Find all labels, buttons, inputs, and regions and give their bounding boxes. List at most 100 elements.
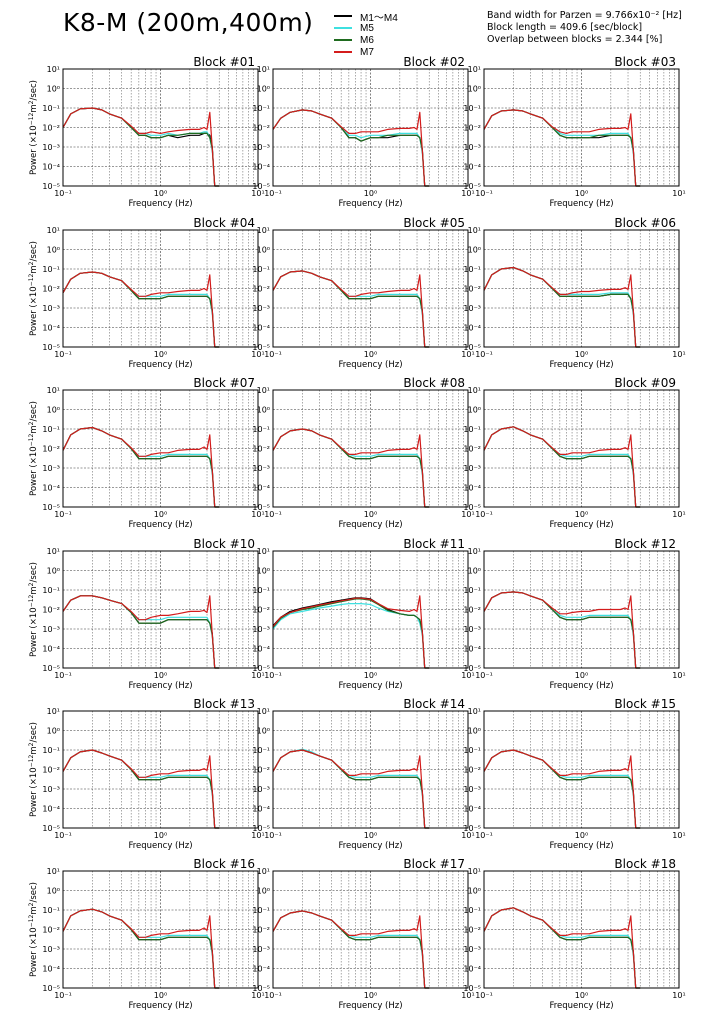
y-tick-label: 10⁰	[257, 246, 270, 255]
y-tick-label: 10⁻³	[463, 625, 481, 634]
series-line-m6	[62, 595, 220, 669]
y-tick-label: 10⁻¹	[252, 906, 270, 915]
series-line-m1-m4	[62, 908, 220, 989]
x-tick-label: 10¹	[251, 991, 264, 1000]
series-line-m1-m4	[483, 907, 641, 989]
x-tick-label: 10⁻¹	[475, 510, 493, 519]
y-tick-label: 10⁻²	[463, 926, 481, 935]
series-line-m1-m4	[272, 270, 430, 348]
series-line-m1-m4	[272, 910, 430, 989]
chart-block-10: Block #10 10⁻¹ 10⁰ 10¹ 10⁻⁵ 10⁻⁴ 10⁻³ 10⁻² 10⁻¹ 1…	[28, 537, 265, 691]
legend: M1～M4 M5 M6 M7	[334, 10, 398, 58]
y-tick-label: 10⁻³	[252, 464, 270, 473]
x-tick-label: 10⁻¹	[54, 510, 72, 519]
series-line-m7	[62, 426, 220, 508]
series-line-m7	[483, 749, 641, 829]
block-title: Block #02	[403, 55, 465, 69]
y-tick-label: 10¹	[468, 707, 481, 716]
series-line-m5	[62, 426, 220, 508]
y-tick-label: 10¹	[257, 226, 270, 235]
series-line-m1-m4	[62, 271, 220, 348]
y-tick-label: 10¹	[257, 65, 270, 74]
legend-label-m6: M6	[360, 34, 374, 46]
series-line-m6	[272, 598, 430, 669]
y-tick-label: 10⁻¹	[42, 906, 60, 915]
x-axis-label: Frequency (Hz)	[549, 841, 613, 851]
plot-frame	[272, 550, 469, 669]
y-axis-label-part: 2	[28, 100, 35, 104]
series-line-m7	[483, 591, 641, 669]
y-tick-label: 10⁻¹	[463, 425, 481, 434]
series-line-m1-m4	[483, 109, 641, 187]
y-axis-label-part: m	[29, 425, 39, 433]
y-axis-label-part: /sec)	[29, 241, 39, 262]
plot-frame	[272, 68, 469, 187]
series-line-m5	[272, 910, 430, 989]
y-tick-label: 10⁰	[257, 887, 270, 896]
series-line-m7	[62, 107, 220, 187]
series-line-m7	[272, 428, 430, 508]
x-tick-label: 10¹	[461, 991, 474, 1000]
y-tick-label: 10⁻⁴	[252, 484, 270, 493]
block-title: Block #01	[193, 55, 255, 69]
y-tick-label: 10¹	[47, 707, 60, 716]
legend-swatch-m1-m4	[334, 15, 352, 17]
x-axis-label: Frequency (Hz)	[338, 360, 402, 370]
y-tick-label: 10¹	[468, 226, 481, 235]
y-axis-label-part: −12	[28, 594, 35, 607]
y-tick-label: 10⁻⁵	[463, 503, 481, 512]
y-axis-label-part: m	[29, 265, 39, 273]
plot-frame	[483, 229, 680, 348]
y-tick-label: 10¹	[47, 226, 60, 235]
series-line-m7	[62, 271, 220, 348]
x-axis-label: Frequency (Hz)	[338, 520, 402, 530]
series-line-m7	[272, 270, 430, 348]
series-line-m1-m4	[483, 591, 641, 669]
block-title: Block #10	[193, 537, 255, 551]
plot-frame	[62, 550, 259, 669]
y-tick-label: 10⁻⁵	[252, 664, 270, 673]
y-tick-label: 10⁻⁵	[252, 182, 270, 191]
x-axis-label: Frequency (Hz)	[128, 841, 192, 851]
plot-frame	[272, 229, 469, 348]
y-axis-label-part: 2	[28, 742, 35, 746]
y-tick-label: 10⁻¹	[463, 265, 481, 274]
plot-frame	[483, 389, 680, 508]
x-tick-label: 10⁻¹	[54, 189, 72, 198]
y-tick-label: 10⁰	[47, 887, 60, 896]
y-tick-label: 10⁻²	[252, 926, 270, 935]
y-tick-label: 10⁻⁵	[42, 182, 60, 191]
block-title: Block #03	[614, 55, 676, 69]
y-tick-label: 10⁻⁵	[42, 503, 60, 512]
y-tick-label: 10⁻¹	[252, 265, 270, 274]
block-title: Block #15	[614, 697, 676, 711]
plot-frame	[483, 710, 680, 829]
series-line-m7	[62, 595, 220, 669]
legend-label-m5: M5	[360, 22, 374, 34]
series-line-m5	[272, 109, 430, 187]
y-tick-label: 10⁻⁵	[252, 984, 270, 993]
series-line-m6	[62, 908, 220, 989]
x-tick-label: 10¹	[251, 671, 264, 680]
y-tick-label: 10⁻¹	[42, 104, 60, 113]
y-axis-label-part: −12	[28, 433, 35, 446]
y-tick-label: 10¹	[468, 65, 481, 74]
x-axis-label: Frequency (Hz)	[128, 520, 192, 530]
y-tick-label: 10⁻⁴	[252, 324, 270, 333]
y-tick-label: 10⁻¹	[463, 586, 481, 595]
y-axis-label: Power (×10−12m2/sec)	[28, 882, 39, 977]
x-tick-label: 10¹	[672, 510, 685, 519]
plot-frame	[62, 389, 259, 508]
legend-label-m7: M7	[360, 46, 374, 58]
x-tick-label: 10⁰	[575, 991, 588, 1000]
series-line-m5	[483, 109, 641, 187]
x-tick-label: 10⁻¹	[264, 189, 282, 198]
x-tick-label: 10⁰	[364, 671, 377, 680]
y-tick-label: 10⁰	[468, 406, 481, 415]
x-axis-label: Frequency (Hz)	[549, 520, 613, 530]
x-tick-label: 10⁻¹	[475, 189, 493, 198]
y-axis-label-part: 2	[28, 582, 35, 586]
x-tick-label: 10¹	[251, 189, 264, 198]
legend-swatch-m7	[334, 51, 352, 53]
